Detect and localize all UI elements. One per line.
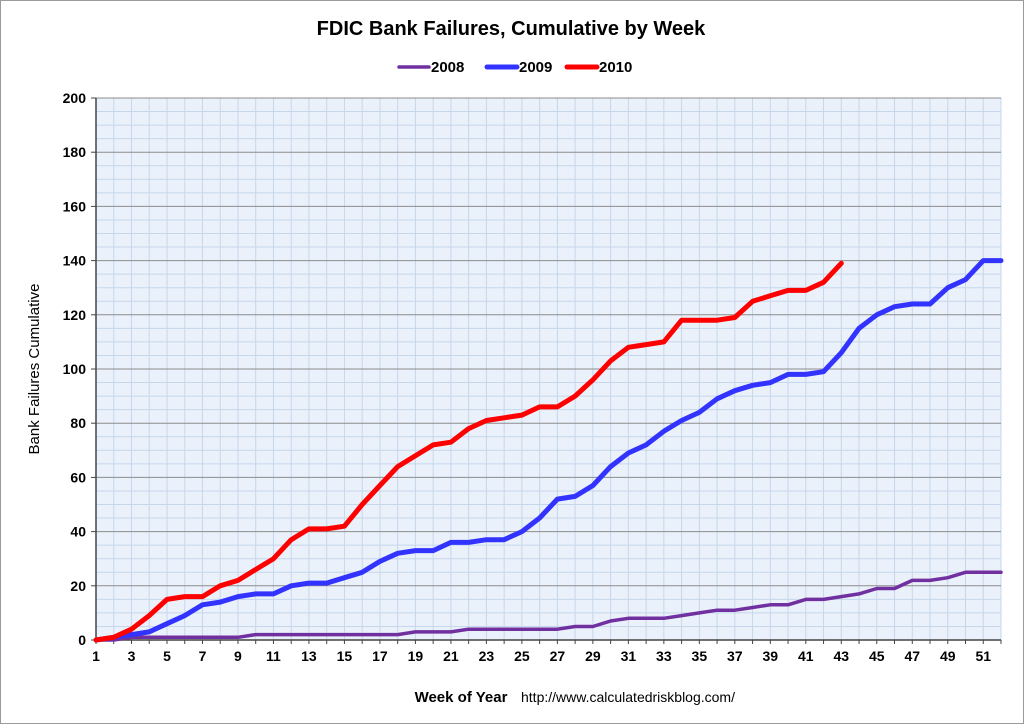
y-tick-label: 80 xyxy=(70,415,86,431)
chart-title: FDIC Bank Failures, Cumulative by Week xyxy=(317,18,707,40)
x-tick-label: 51 xyxy=(975,648,991,664)
y-tick-label: 200 xyxy=(63,90,87,106)
x-tick-label: 29 xyxy=(585,648,601,664)
y-axis-label: Bank Failures Cumulative xyxy=(26,284,43,455)
x-tick-label: 13 xyxy=(301,648,317,664)
y-tick-label: 160 xyxy=(63,198,87,214)
x-tick-label: 27 xyxy=(550,648,566,664)
y-tick-label: 120 xyxy=(63,307,87,323)
x-tick-label: 3 xyxy=(128,648,136,664)
x-tick-label: 23 xyxy=(479,648,495,664)
y-tick-label: 140 xyxy=(63,253,87,269)
x-tick-label: 37 xyxy=(727,648,743,664)
x-tick-label: 49 xyxy=(940,648,956,664)
source-url: http://www.calculatedriskblog.com/ xyxy=(521,689,735,705)
y-tick-label: 40 xyxy=(70,524,86,540)
legend-label-2008: 2008 xyxy=(431,59,464,76)
x-tick-label: 19 xyxy=(408,648,424,664)
x-tick-label: 5 xyxy=(163,648,171,664)
y-tick-label: 20 xyxy=(70,578,86,594)
x-tick-label: 15 xyxy=(337,648,353,664)
y-tick-label: 180 xyxy=(63,144,87,160)
y-tick-label: 0 xyxy=(78,632,86,648)
y-tick-label: 60 xyxy=(70,469,86,485)
series-line-2010 xyxy=(93,260,844,643)
x-tick-label: 31 xyxy=(621,648,637,664)
x-axis-label: Week of Year xyxy=(415,689,508,706)
x-tick-label: 39 xyxy=(763,648,779,664)
y-tick-label: 100 xyxy=(63,361,87,377)
x-tick-label: 7 xyxy=(199,648,207,664)
x-tick-label: 47 xyxy=(904,648,920,664)
legend-label-2009: 2009 xyxy=(519,59,552,76)
x-tick-label: 1 xyxy=(92,648,100,664)
x-tick-label: 41 xyxy=(798,648,814,664)
x-tick-label: 33 xyxy=(656,648,672,664)
x-tick-label: 43 xyxy=(834,648,850,664)
x-tick-label: 11 xyxy=(266,648,281,664)
series-line-2008 xyxy=(94,570,1003,642)
x-tick-label: 35 xyxy=(692,648,708,664)
x-tick-label: 21 xyxy=(443,648,459,664)
legend: 2008 2009 2010 xyxy=(397,59,632,76)
series-line-2009 xyxy=(93,258,1004,643)
legend-label-2010: 2010 xyxy=(599,59,632,76)
x-tick-label: 45 xyxy=(869,648,885,664)
x-tick-label: 25 xyxy=(514,648,530,664)
x-tick-label: 9 xyxy=(234,648,242,664)
x-tick-label: 17 xyxy=(372,648,388,664)
